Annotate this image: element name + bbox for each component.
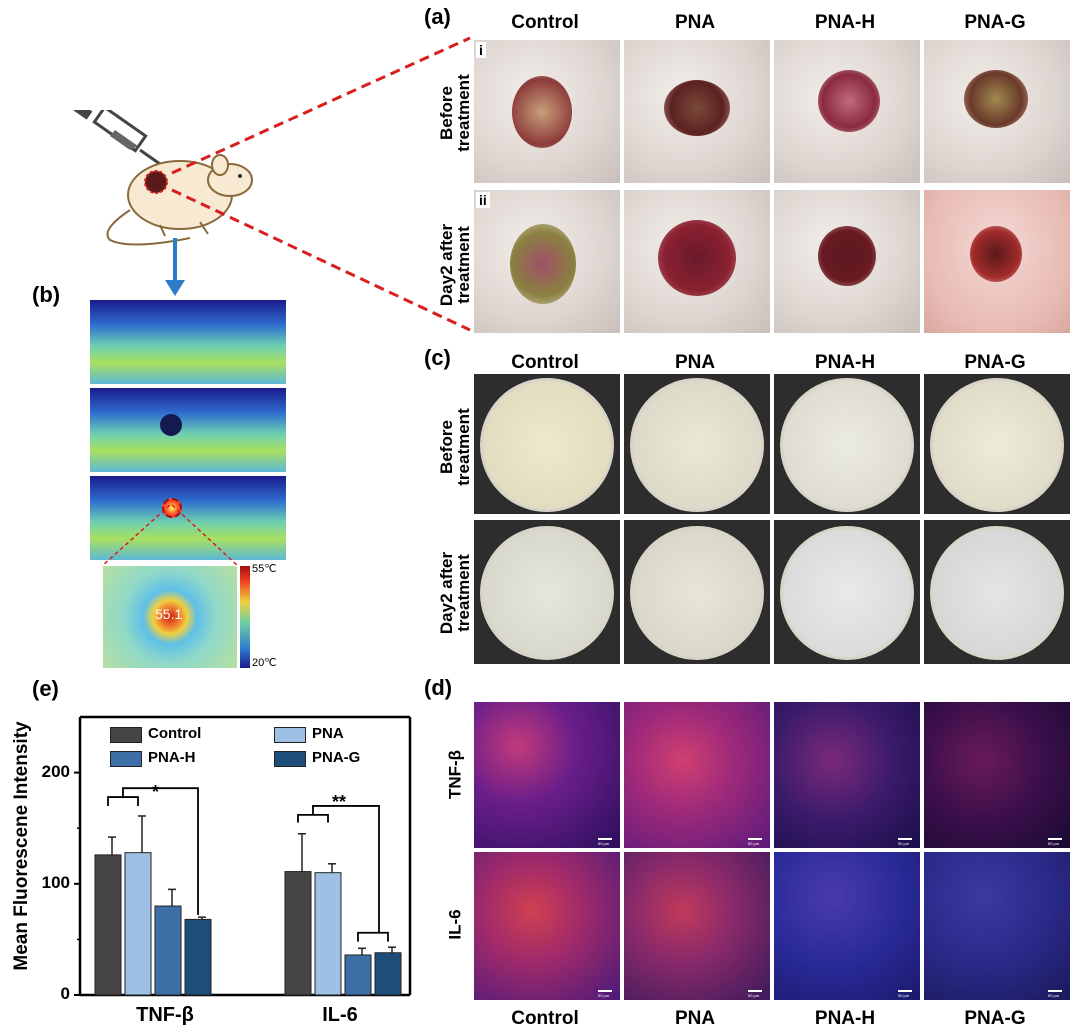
row-label-a-after: Day2 after treatment [437, 223, 473, 307]
sig-bracket-left [297, 813, 329, 823]
thermal-min-label: 20℃ [252, 657, 277, 669]
fluor-image-tnf-control: 50 μm [474, 702, 620, 848]
thermal-image-1 [90, 300, 286, 384]
thermal-zoom-lines [101, 504, 239, 567]
col-head-c-pnag: PNA-G [964, 352, 1026, 373]
sig-bracket-main [122, 787, 199, 915]
legend-swatch-pnah [110, 751, 142, 767]
fluor-image-il6-pna: 50 μm [624, 852, 770, 1000]
row-label-d-tnf: TNF-β [445, 749, 465, 800]
sig-bracket-right [357, 931, 389, 942]
wound-photo-after-pnah [774, 190, 920, 333]
bar-pna-g-1 [374, 952, 402, 996]
legend-label-control: Control [148, 725, 202, 742]
y-tick-label-0: 0 [60, 984, 70, 1003]
syringe-icon [73, 110, 161, 166]
col-head-c-pna: PNA [674, 352, 716, 373]
fluor-image-tnf-pnag: 50 μm [924, 702, 1070, 848]
bar-pna-1 [314, 872, 342, 996]
col-head-a-control: Control [511, 12, 579, 33]
row-label-ii: ii [476, 192, 490, 208]
thermal-image-2 [90, 388, 286, 472]
scale-label: 50 μm [1048, 993, 1060, 998]
fluor-image-tnf-pna: 50 μm [624, 702, 770, 848]
col-head-a-pnah: PNA-H [814, 12, 876, 33]
bar-chart [74, 715, 412, 997]
fluor-image-tnf-pnah: 50 μm [774, 702, 920, 848]
sig-bracket-main [312, 805, 380, 933]
plate-after-control [474, 520, 620, 664]
scale-label: 50 μm [748, 993, 760, 998]
plate-before-pna [624, 374, 770, 514]
x-tick-label-tnf: TNF-β [136, 1004, 194, 1026]
wound-photo-after-pnag [924, 190, 1070, 333]
plate-after-pna [624, 520, 770, 664]
plate-after-pnah [774, 520, 920, 664]
y-tick-label-200: 200 [41, 762, 70, 781]
row-label-c-before: Before treatment [437, 408, 473, 486]
plate-before-pnag [924, 374, 1070, 514]
scale-label: 50 μm [1048, 841, 1060, 846]
plate-before-pnah [774, 374, 920, 514]
significance-star-il6: ** [332, 792, 347, 812]
wound-photo-before-control [474, 40, 620, 183]
legend-swatch-pnag [274, 751, 306, 767]
col-foot-d-pnag: PNA-G [964, 1008, 1026, 1029]
panel-label-b: (b) [32, 282, 61, 307]
scale-label: 50 μm [598, 841, 610, 846]
wound-photo-after-control [474, 190, 620, 333]
col-head-a-pna: PNA [674, 12, 716, 33]
bar-pna-0 [124, 852, 152, 996]
plate-before-control [474, 374, 620, 514]
panel-label-c: (c) [424, 345, 451, 370]
bar-control-1 [284, 871, 312, 996]
legend-label-pnag: PNA-G [312, 749, 361, 766]
x-tick-label-il6: IL-6 [322, 1004, 358, 1026]
legend-label-pna: PNA [312, 725, 344, 742]
row-label-a-before: Before treatment [437, 74, 473, 152]
bar-control-0 [94, 854, 122, 996]
sig-bracket-left [107, 796, 139, 806]
fluor-image-il6-pnah: 50 μm [774, 852, 920, 1000]
thermal-zoom-image: 55.1 [103, 566, 237, 668]
wound-photo-before-pnag [924, 40, 1070, 183]
wound-photo-before-pna [624, 40, 770, 183]
bar-pna-h-1 [344, 954, 372, 996]
thermal-readout: 55.1 [155, 606, 183, 622]
legend-label-pnah: PNA-H [148, 749, 196, 766]
col-head-c-pnah: PNA-H [814, 352, 876, 373]
col-head-a-pnag: PNA-G [964, 12, 1026, 33]
thermal-max-label: 55℃ [252, 563, 277, 575]
row-label-d-il6: IL-6 [445, 909, 465, 940]
significance-star-tnf: * [152, 782, 160, 802]
thermal-image-3 [90, 476, 286, 560]
scale-label: 50 μm [598, 993, 610, 998]
scale-label: 50 μm [748, 841, 760, 846]
legend-swatch-control [110, 727, 142, 743]
row-label-c-after: Day2 after treatment [437, 551, 473, 635]
zoom-dashed-lines [171, 36, 471, 332]
plate-after-pnag [924, 520, 1070, 664]
bar-pna-g-0 [184, 918, 212, 996]
panel-label-d: (d) [424, 675, 453, 700]
legend-swatch-pna [274, 727, 306, 743]
bar-pna-h-0 [154, 905, 182, 996]
col-foot-d-pna: PNA [674, 1008, 716, 1029]
down-arrow-icon [165, 238, 185, 296]
panel-label-a: (a) [424, 4, 451, 29]
scale-label: 50 μm [898, 993, 910, 998]
thermal-colorbar [240, 566, 250, 668]
wound-photo-after-pna [624, 190, 770, 333]
panel-label-e: (e) [32, 676, 59, 701]
y-tick-label-100: 100 [41, 873, 70, 892]
col-foot-d-control: Control [511, 1008, 579, 1029]
row-label-i: i [476, 42, 486, 58]
col-foot-d-pnah: PNA-H [814, 1008, 876, 1029]
col-head-c-control: Control [511, 352, 579, 373]
fluor-image-il6-pnag: 50 μm [924, 852, 1070, 1000]
wound-photo-before-pnah [774, 40, 920, 183]
scale-label: 50 μm [898, 841, 910, 846]
fluor-image-il6-control: 50 μm [474, 852, 620, 1000]
